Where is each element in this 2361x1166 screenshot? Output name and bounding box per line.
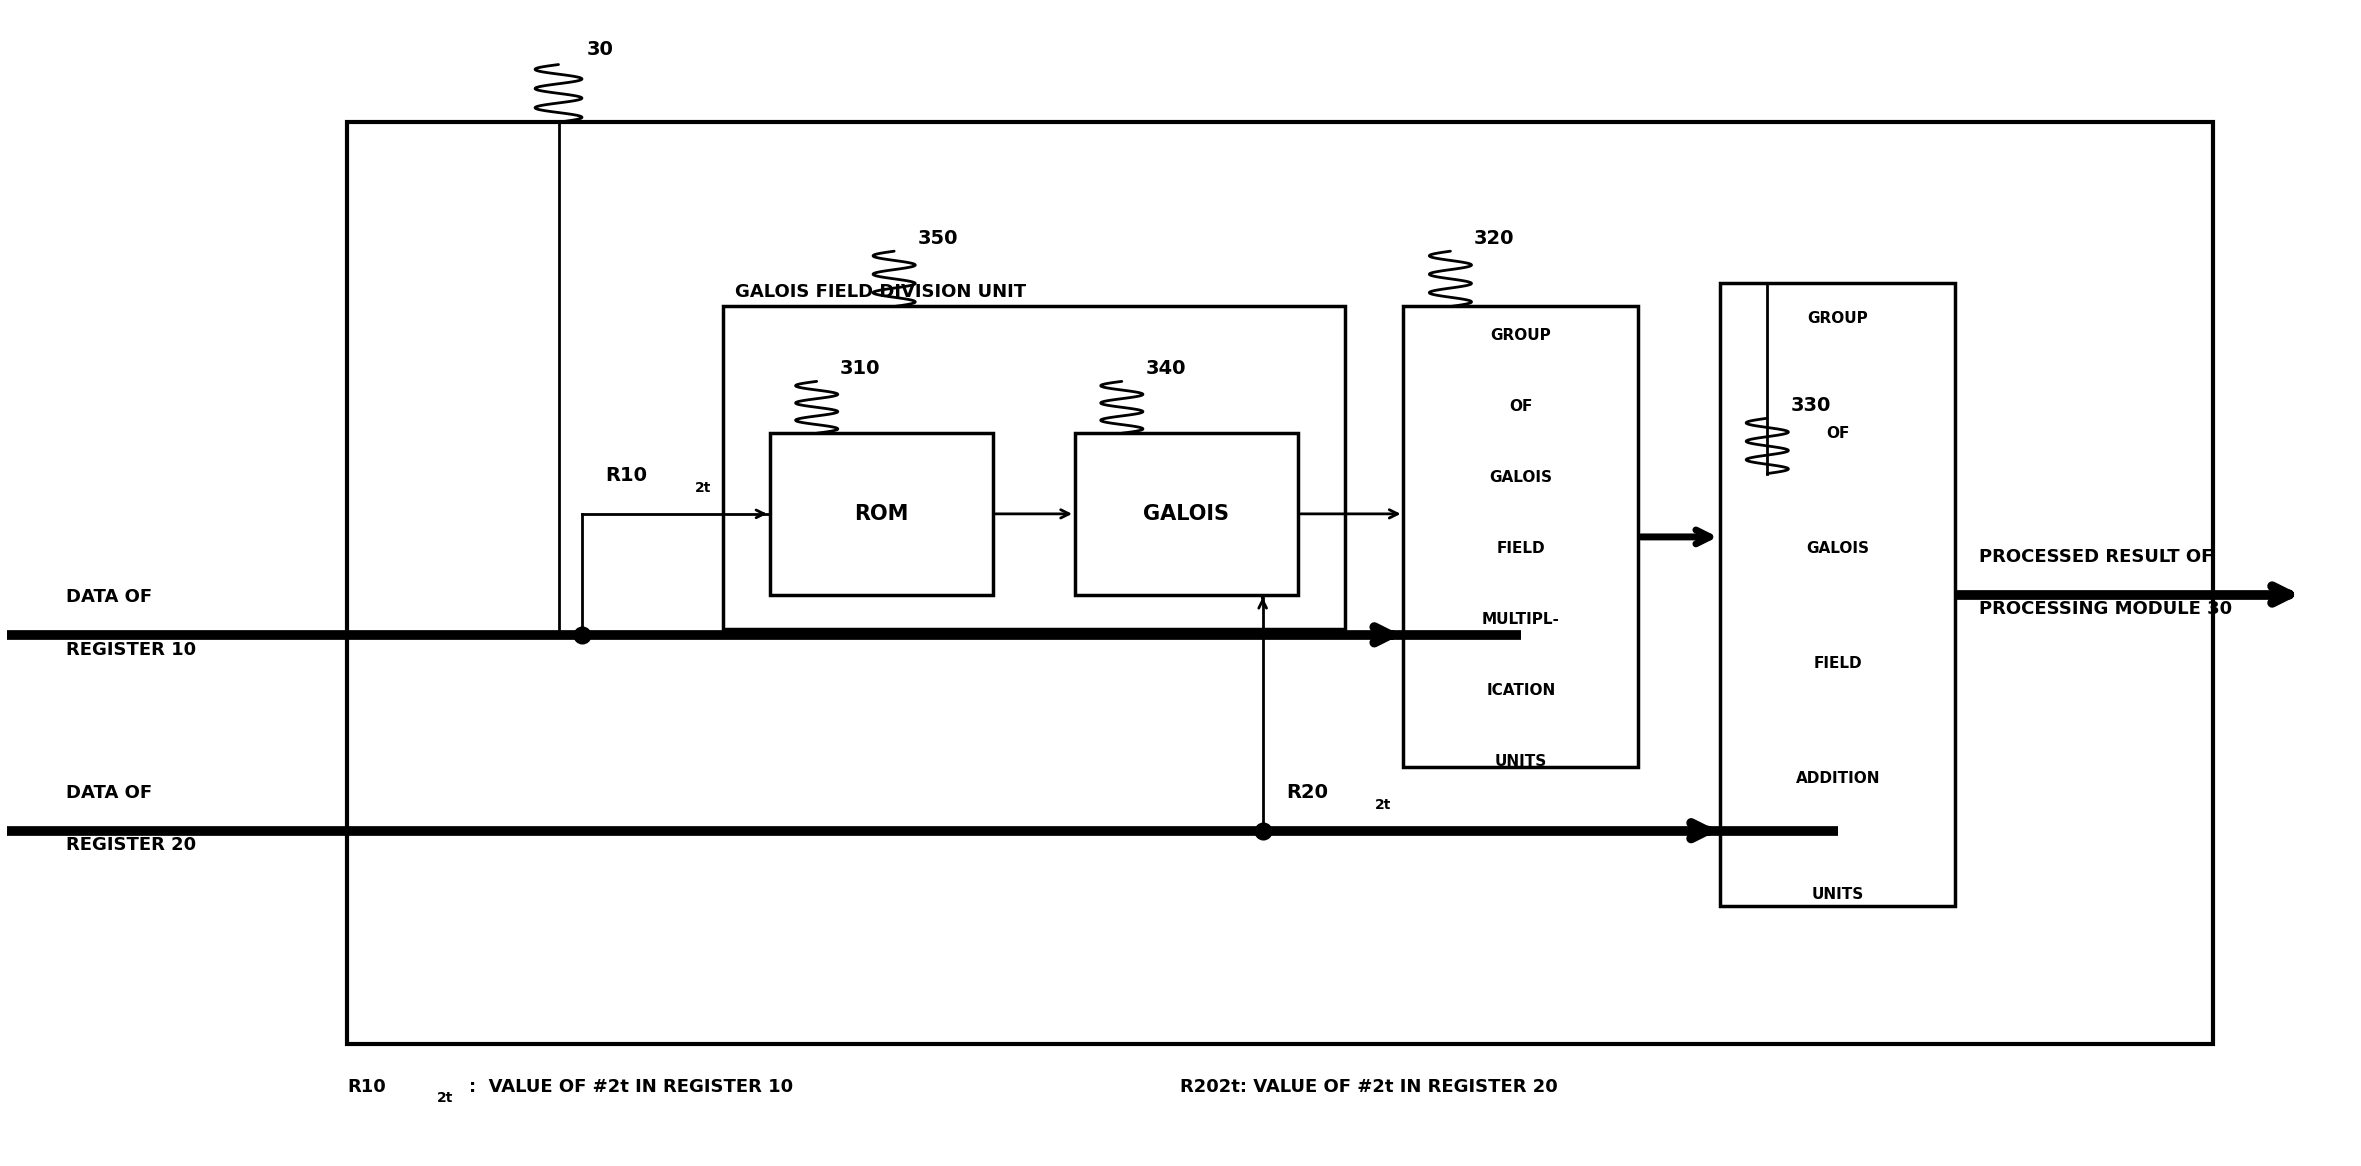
Text: GALOIS FIELD DIVISION UNIT: GALOIS FIELD DIVISION UNIT	[734, 282, 1025, 301]
Text: ADDITION: ADDITION	[1794, 772, 1879, 786]
Text: PROCESSING MODULE 30: PROCESSING MODULE 30	[1979, 600, 2231, 618]
FancyBboxPatch shape	[1402, 307, 1639, 767]
Text: 320: 320	[1473, 229, 1513, 247]
Text: R10: R10	[347, 1077, 387, 1096]
Text: DATA OF: DATA OF	[66, 784, 151, 802]
Text: MULTIPL-: MULTIPL-	[1483, 612, 1561, 627]
FancyBboxPatch shape	[722, 307, 1346, 630]
Text: REGISTER 10: REGISTER 10	[66, 640, 196, 659]
FancyBboxPatch shape	[1074, 434, 1299, 595]
Text: FIELD: FIELD	[1497, 541, 1544, 556]
FancyBboxPatch shape	[347, 122, 2212, 1044]
Text: FIELD: FIELD	[1813, 656, 1863, 672]
Text: 2t: 2t	[1376, 799, 1391, 813]
Text: ROM: ROM	[855, 504, 909, 524]
Text: GROUP: GROUP	[1806, 310, 1868, 325]
Text: DATA OF: DATA OF	[66, 588, 151, 606]
Text: R20: R20	[1287, 782, 1329, 802]
Text: REGISTER 20: REGISTER 20	[66, 836, 196, 855]
Text: 310: 310	[841, 359, 881, 378]
Text: 350: 350	[918, 229, 959, 247]
Text: UNITS: UNITS	[1811, 886, 1863, 901]
Text: R202t: VALUE OF #2t IN REGISTER 20: R202t: VALUE OF #2t IN REGISTER 20	[1180, 1077, 1558, 1096]
Text: 330: 330	[1790, 395, 1832, 415]
Text: GALOIS: GALOIS	[1806, 541, 1870, 556]
Text: OF: OF	[1825, 426, 1849, 441]
Text: 2t: 2t	[694, 482, 711, 496]
Text: PROCESSED RESULT OF: PROCESSED RESULT OF	[1979, 548, 2212, 566]
Text: GALOIS: GALOIS	[1143, 504, 1230, 524]
Text: 2t: 2t	[437, 1091, 453, 1105]
Text: GALOIS: GALOIS	[1490, 470, 1551, 485]
Text: GROUP: GROUP	[1490, 328, 1551, 343]
Text: UNITS: UNITS	[1495, 754, 1546, 770]
Text: R10: R10	[604, 466, 647, 485]
Text: 340: 340	[1145, 359, 1185, 378]
Text: :  VALUE OF #2t IN REGISTER 10: : VALUE OF #2t IN REGISTER 10	[470, 1077, 793, 1096]
Text: 30: 30	[586, 40, 614, 58]
FancyBboxPatch shape	[1721, 283, 1955, 906]
Text: ICATION: ICATION	[1485, 683, 1556, 698]
FancyBboxPatch shape	[770, 434, 992, 595]
Text: OF: OF	[1509, 399, 1532, 414]
